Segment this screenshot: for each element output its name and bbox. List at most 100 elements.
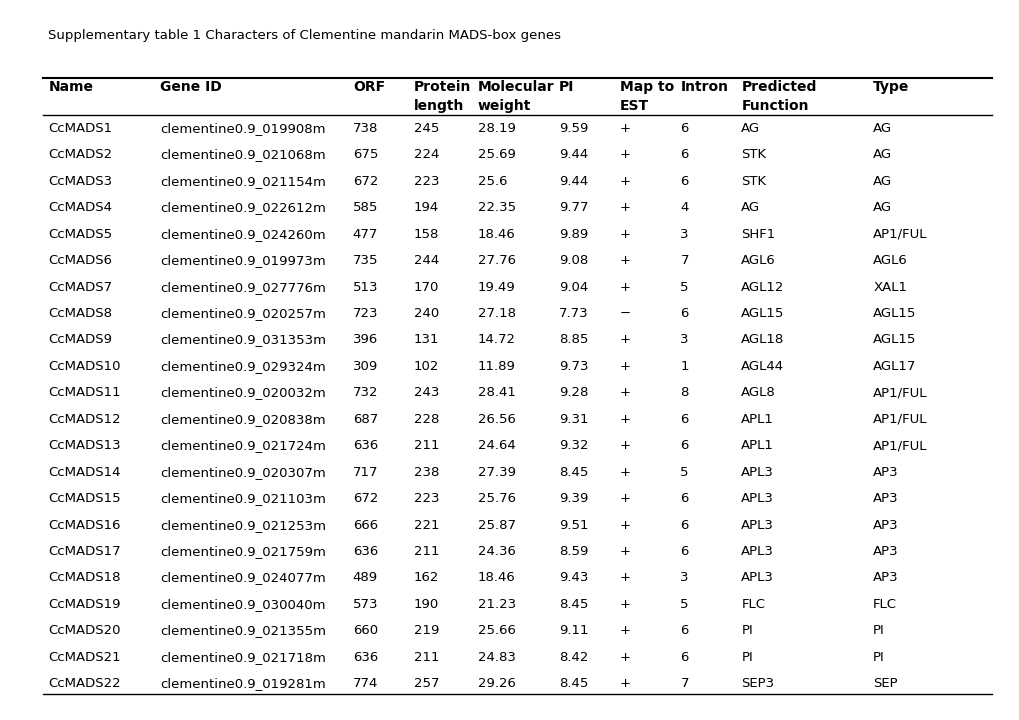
Text: 7: 7	[680, 254, 688, 267]
Text: clementine0.9_024260m: clementine0.9_024260m	[160, 228, 325, 240]
Text: CcMADS14: CcMADS14	[48, 466, 121, 479]
Text: 131: 131	[414, 333, 439, 346]
Text: CcMADS5: CcMADS5	[48, 228, 112, 240]
Text: 9.89: 9.89	[558, 228, 587, 240]
Text: +: +	[619, 333, 630, 346]
Text: AG: AG	[872, 122, 892, 135]
Text: 25.87: 25.87	[477, 518, 515, 531]
Text: CcMADS7: CcMADS7	[48, 281, 112, 294]
Text: +: +	[619, 518, 630, 531]
Text: clementine0.9_019908m: clementine0.9_019908m	[160, 122, 325, 135]
Text: 8.45: 8.45	[558, 677, 588, 690]
Text: 243: 243	[414, 387, 438, 400]
Text: APL3: APL3	[741, 572, 773, 585]
Text: ORF: ORF	[353, 80, 384, 94]
Text: CcMADS19: CcMADS19	[48, 598, 121, 611]
Text: XAL1: XAL1	[872, 281, 906, 294]
Text: 9.31: 9.31	[558, 413, 588, 426]
Text: 7.73: 7.73	[558, 307, 588, 320]
Text: clementine0.9_019973m: clementine0.9_019973m	[160, 254, 325, 267]
Text: AP1/FUL: AP1/FUL	[872, 439, 926, 452]
Text: 672: 672	[353, 175, 378, 188]
Text: 9.32: 9.32	[558, 439, 588, 452]
Text: 489: 489	[353, 572, 377, 585]
Text: CcMADS13: CcMADS13	[48, 439, 121, 452]
Text: 245: 245	[414, 122, 438, 135]
Text: clementine0.9_020307m: clementine0.9_020307m	[160, 466, 325, 479]
Text: +: +	[619, 651, 630, 664]
Text: AG: AG	[872, 175, 892, 188]
Text: 9.08: 9.08	[558, 254, 587, 267]
Text: AGL15: AGL15	[872, 333, 916, 346]
Text: 6: 6	[680, 651, 688, 664]
Text: CcMADS20: CcMADS20	[48, 624, 121, 637]
Text: 211: 211	[414, 651, 439, 664]
Text: 6: 6	[680, 175, 688, 188]
Text: clementine0.9_021154m: clementine0.9_021154m	[160, 175, 326, 188]
Text: CcMADS21: CcMADS21	[48, 651, 121, 664]
Text: STK: STK	[741, 148, 765, 161]
Text: AP3: AP3	[872, 518, 898, 531]
Text: 211: 211	[414, 439, 439, 452]
Text: APL3: APL3	[741, 466, 773, 479]
Text: 6: 6	[680, 545, 688, 558]
Text: Type: Type	[872, 80, 909, 94]
Text: 9.43: 9.43	[558, 572, 588, 585]
Text: AGL12: AGL12	[741, 281, 784, 294]
Text: AGL18: AGL18	[741, 333, 784, 346]
Text: clementine0.9_020257m: clementine0.9_020257m	[160, 307, 326, 320]
Text: clementine0.9_031353m: clementine0.9_031353m	[160, 333, 326, 346]
Text: 8: 8	[680, 387, 688, 400]
Text: clementine0.9_024077m: clementine0.9_024077m	[160, 572, 325, 585]
Text: 774: 774	[353, 677, 378, 690]
Text: 221: 221	[414, 518, 439, 531]
Text: 8.59: 8.59	[558, 545, 588, 558]
Text: Function: Function	[741, 99, 808, 112]
Text: 5: 5	[680, 466, 688, 479]
Text: 194: 194	[414, 202, 438, 215]
Text: 170: 170	[414, 281, 438, 294]
Text: SHF1: SHF1	[741, 228, 774, 240]
Text: 3: 3	[680, 228, 688, 240]
Text: 9.73: 9.73	[558, 360, 588, 373]
Text: 219: 219	[414, 624, 438, 637]
Text: clementine0.9_020032m: clementine0.9_020032m	[160, 387, 325, 400]
Text: AG: AG	[872, 202, 892, 215]
Text: +: +	[619, 413, 630, 426]
Text: 660: 660	[353, 624, 377, 637]
Text: CcMADS9: CcMADS9	[48, 333, 112, 346]
Text: 14.72: 14.72	[477, 333, 515, 346]
Text: AGL44: AGL44	[741, 360, 784, 373]
Text: 6: 6	[680, 148, 688, 161]
Text: 6: 6	[680, 624, 688, 637]
Text: 6: 6	[680, 413, 688, 426]
Text: AGL6: AGL6	[872, 254, 907, 267]
Text: 8.45: 8.45	[558, 466, 588, 479]
Text: 228: 228	[414, 413, 438, 426]
Text: 27.76: 27.76	[477, 254, 515, 267]
Text: CcMADS15: CcMADS15	[48, 492, 121, 505]
Text: 738: 738	[353, 122, 378, 135]
Text: +: +	[619, 228, 630, 240]
Text: 636: 636	[353, 545, 378, 558]
Text: 6: 6	[680, 439, 688, 452]
Text: 102: 102	[414, 360, 438, 373]
Text: +: +	[619, 122, 630, 135]
Text: 9.51: 9.51	[558, 518, 588, 531]
Text: 24.36: 24.36	[477, 545, 515, 558]
Text: 6: 6	[680, 518, 688, 531]
Text: Name: Name	[48, 80, 94, 94]
Text: 9.11: 9.11	[558, 624, 588, 637]
Text: 223: 223	[414, 492, 439, 505]
Text: PI: PI	[872, 651, 884, 664]
Text: 27.39: 27.39	[477, 466, 515, 479]
Text: 585: 585	[353, 202, 378, 215]
Text: 27.18: 27.18	[477, 307, 515, 320]
Text: +: +	[619, 624, 630, 637]
Text: 24.64: 24.64	[477, 439, 515, 452]
Text: 6: 6	[680, 307, 688, 320]
Text: +: +	[619, 148, 630, 161]
Text: 573: 573	[353, 598, 378, 611]
Text: 8.42: 8.42	[558, 651, 588, 664]
Text: PI: PI	[741, 651, 752, 664]
